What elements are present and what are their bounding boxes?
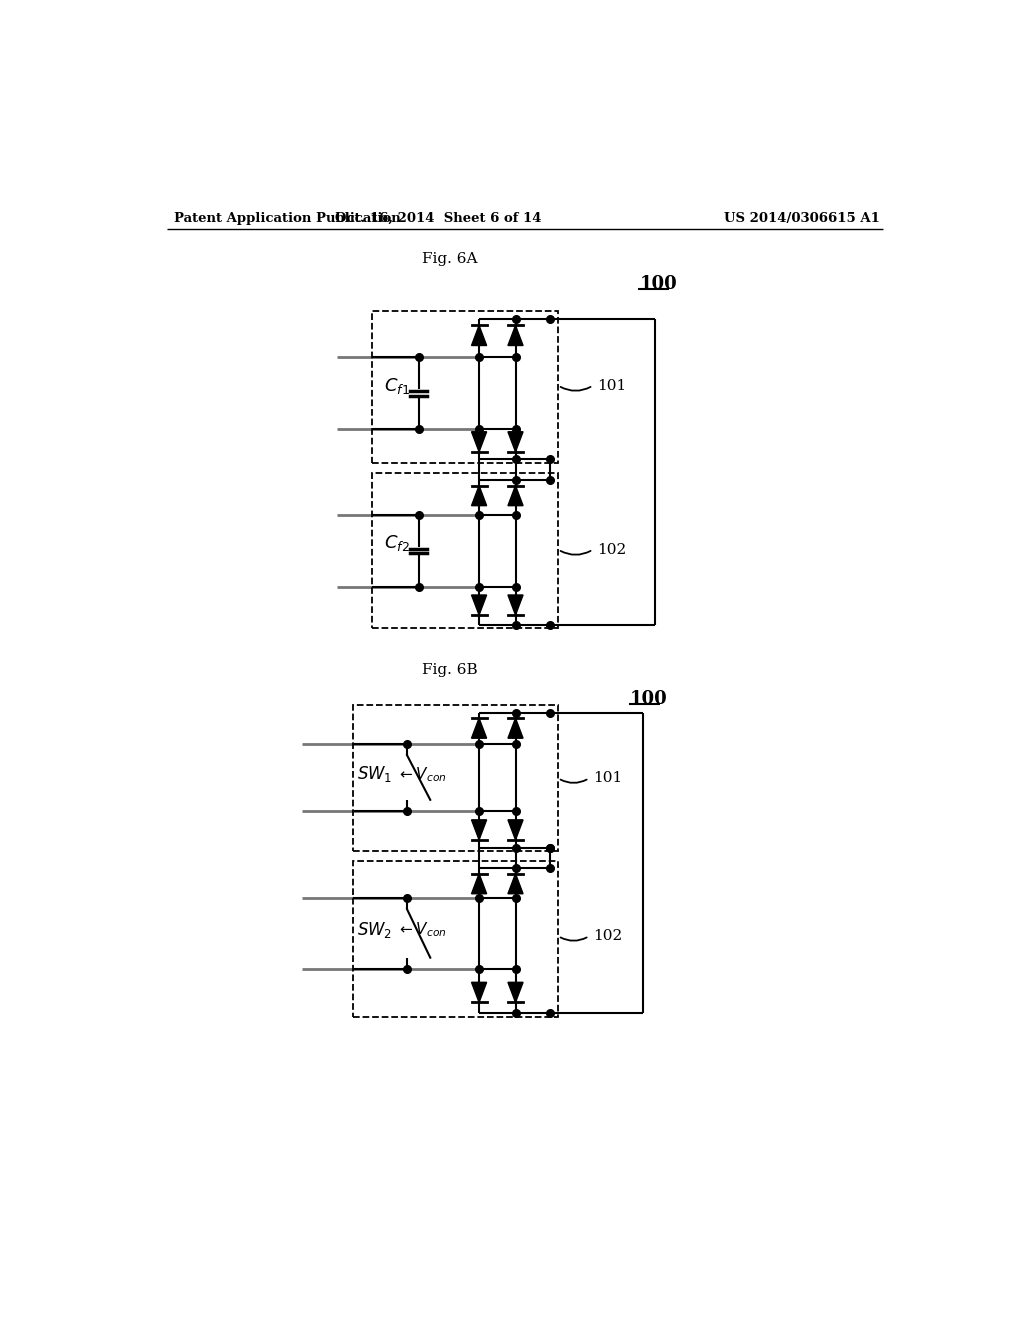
Text: $C_{f2}$: $C_{f2}$ [384, 533, 410, 553]
Polygon shape [471, 486, 486, 506]
Text: US 2014/0306615 A1: US 2014/0306615 A1 [724, 213, 881, 224]
Text: Oct. 16, 2014  Sheet 6 of 14: Oct. 16, 2014 Sheet 6 of 14 [335, 213, 542, 224]
Text: 101: 101 [597, 379, 626, 392]
Polygon shape [471, 718, 486, 738]
Text: 102: 102 [597, 543, 626, 557]
Text: $SW_2$: $SW_2$ [356, 920, 392, 940]
Polygon shape [508, 718, 523, 738]
Bar [352, 862, 558, 1016]
Bar [372, 312, 558, 462]
Polygon shape [471, 595, 486, 615]
Polygon shape [508, 326, 523, 346]
Polygon shape [471, 874, 486, 894]
Polygon shape [508, 486, 523, 506]
Text: $SW_1$: $SW_1$ [356, 764, 392, 784]
Text: Patent Application Publication: Patent Application Publication [174, 213, 401, 224]
Text: 100: 100 [630, 690, 668, 708]
Polygon shape [508, 874, 523, 894]
Polygon shape [471, 432, 486, 451]
Polygon shape [471, 326, 486, 346]
Text: 102: 102 [593, 929, 623, 942]
Polygon shape [508, 820, 523, 840]
Bar [352, 705, 558, 851]
Polygon shape [508, 595, 523, 615]
Text: Fig. 6A: Fig. 6A [422, 252, 477, 265]
Bar [372, 473, 558, 628]
Polygon shape [471, 820, 486, 840]
Text: Fig. 6B: Fig. 6B [422, 664, 477, 677]
Text: 100: 100 [640, 275, 677, 293]
Polygon shape [508, 982, 523, 1002]
Text: $\leftarrow V_{con}$: $\leftarrow V_{con}$ [397, 766, 446, 784]
Text: $\leftarrow V_{con}$: $\leftarrow V_{con}$ [397, 920, 446, 940]
Polygon shape [508, 432, 523, 451]
Polygon shape [471, 982, 486, 1002]
Text: 101: 101 [593, 771, 623, 785]
Text: $C_{f1}$: $C_{f1}$ [384, 376, 410, 396]
